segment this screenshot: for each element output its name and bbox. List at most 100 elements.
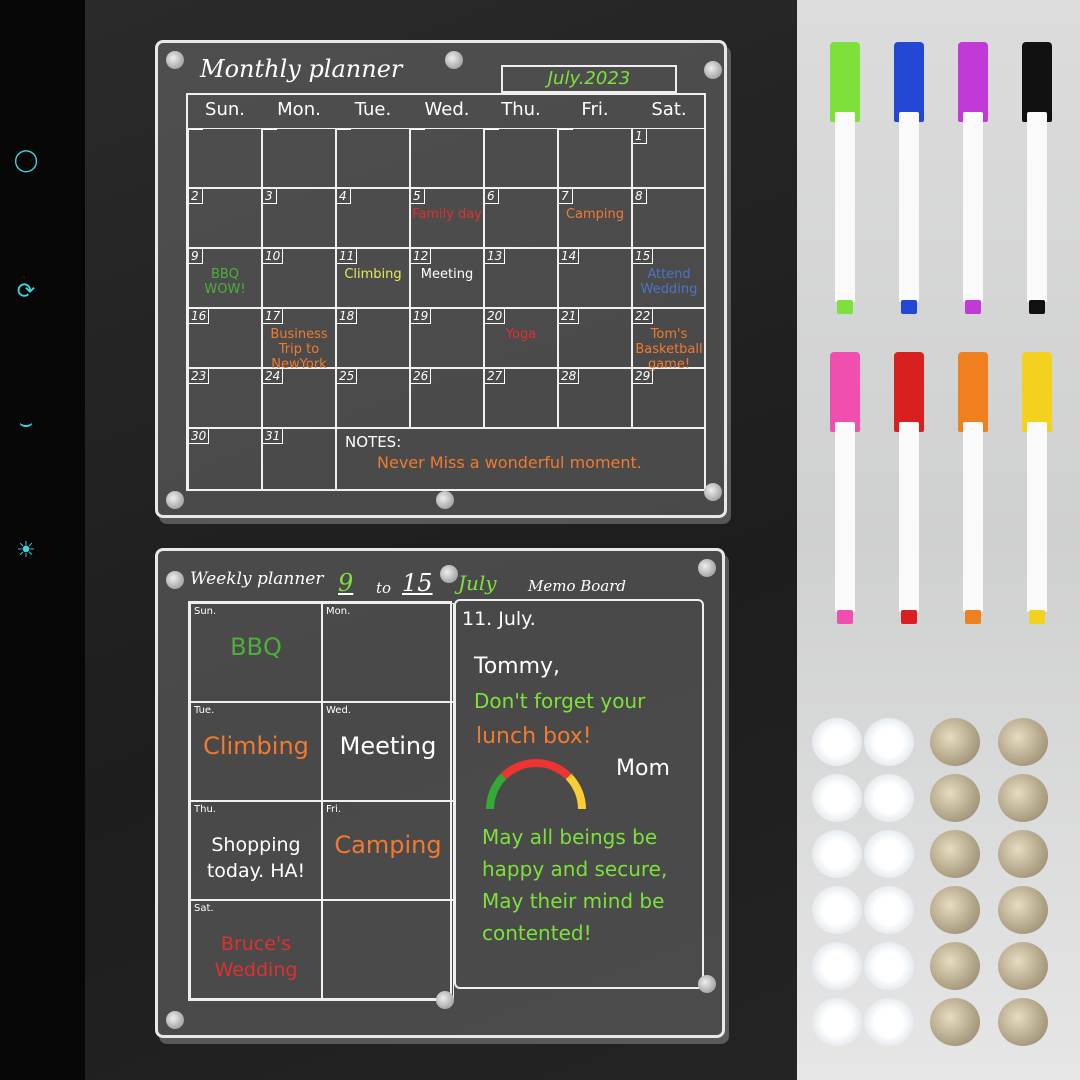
calendar-day-cell[interactable]: 6: [484, 188, 558, 248]
weekly-day-cell[interactable]: Sun. BBQ: [190, 603, 322, 702]
screw-mount: [166, 491, 184, 509]
day-number: 12: [411, 249, 432, 264]
calendar-day-cell[interactable]: 10: [262, 248, 336, 308]
screw-mount: [436, 991, 454, 1009]
notes-cell[interactable]: NOTES: Never Miss a wonderful moment.: [336, 428, 706, 491]
calendar-day-cell[interactable]: 19: [410, 308, 484, 368]
weekly-day-label: Fri.: [326, 804, 342, 815]
day-number: 3: [263, 189, 277, 204]
calendar-day-cell[interactable]: 31: [262, 428, 336, 491]
monthly-title: Monthly planner: [200, 55, 403, 83]
weekly-day-note: Meeting: [339, 732, 437, 760]
whiteboard-marker: [828, 352, 862, 627]
monthly-planner-board: Monthly planner July.2023 Sun. Mon. Tue. We…: [155, 40, 727, 518]
node-curve-icon[interactable]: ⌣: [18, 411, 34, 436]
metal-magnet: [930, 718, 980, 766]
sync-icon[interactable]: ⟳: [16, 279, 36, 304]
calendar-day-cell[interactable]: 17 Business Trip to NewYork: [262, 308, 336, 372]
screw-mount: [704, 61, 722, 79]
weekly-day-label: Wed.: [326, 705, 351, 716]
day-number: 29: [633, 369, 654, 384]
metal-magnet: [998, 830, 1048, 878]
day-number: 6: [485, 189, 499, 204]
calendar-day-cell[interactable]: [410, 128, 484, 188]
calendar-day-cell[interactable]: 18: [336, 308, 410, 368]
day-note: Tom's Basketball game!: [635, 327, 703, 372]
whiteboard-marker: [956, 42, 990, 317]
weekly-day-cell[interactable]: Thu. Shopping today. HA!: [190, 801, 322, 900]
day-number: [411, 129, 425, 130]
day-note: Attend Wedding: [640, 267, 698, 297]
weekly-day-cell[interactable]: Wed. Meeting: [322, 702, 454, 801]
calendar-day-cell[interactable]: 23: [188, 368, 262, 428]
calendar-day-cell[interactable]: [336, 128, 410, 188]
week-month: July: [458, 571, 497, 595]
calendar-day-cell[interactable]: 14: [558, 248, 632, 308]
calendar-day-cell[interactable]: 5 Family day: [410, 188, 484, 248]
calendar-grid: Sun. Mon. Tue. Wed. Thu. Fri. Sat. 1 2 3 4 5 Family …: [186, 93, 706, 491]
calendar-day-cell[interactable]: 25: [336, 368, 410, 428]
calendar-day-cell[interactable]: [188, 128, 262, 188]
white-magnet: [864, 718, 914, 766]
calendar-day-cell[interactable]: 24: [262, 368, 336, 428]
day-number: 15: [633, 249, 654, 264]
calendar-day-cell[interactable]: 4: [336, 188, 410, 248]
day-note: Yoga: [505, 327, 537, 342]
day-number: 2: [189, 189, 203, 204]
calendar-day-cell[interactable]: 26: [410, 368, 484, 428]
calendar-day-cell[interactable]: 1: [632, 128, 706, 188]
circle-dot-icon[interactable]: ◯: [13, 148, 39, 173]
sun-icon[interactable]: ☀: [16, 538, 36, 563]
calendar-day-cell[interactable]: 3: [262, 188, 336, 248]
calendar-day-cell[interactable]: 29: [632, 368, 706, 428]
weekly-day-cell[interactable]: [322, 900, 454, 999]
weekly-day-cell[interactable]: Tue. Climbing: [190, 702, 322, 801]
calendar-day-cell[interactable]: 22 Tom's Basketball game!: [632, 308, 706, 372]
whiteboard-marker: [1020, 42, 1054, 317]
day-number: 16: [189, 309, 210, 324]
calendar-day-cell[interactable]: [484, 128, 558, 188]
calendar-day-cell[interactable]: 27: [484, 368, 558, 428]
white-magnet: [864, 886, 914, 934]
calendar-day-cell[interactable]: 2: [188, 188, 262, 248]
calendar-day-cell[interactable]: 21: [558, 308, 632, 368]
metal-magnet: [930, 942, 980, 990]
metal-magnet: [930, 886, 980, 934]
calendar-day-cell[interactable]: [262, 128, 336, 188]
calendar-day-cell[interactable]: 12 Meeting: [410, 248, 484, 308]
calendar-day-cell[interactable]: 9 BBQ WOW!: [188, 248, 262, 308]
metal-magnet: [998, 942, 1048, 990]
whiteboard-marker: [956, 352, 990, 627]
calendar-day-cell[interactable]: 30: [188, 428, 262, 491]
calendar-day-cell[interactable]: 15 Attend Wedding: [632, 248, 706, 308]
calendar-day-cell[interactable]: 16: [188, 308, 262, 368]
metal-magnet: [998, 718, 1048, 766]
day-number: [485, 129, 499, 130]
weekly-day-cell[interactable]: Fri. Camping: [322, 801, 454, 900]
calendar-day-cell[interactable]: 11 Climbing: [336, 248, 410, 308]
calendar-day-cell[interactable]: 8: [632, 188, 706, 248]
week-to-word: to: [376, 579, 392, 597]
screw-mount: [698, 559, 716, 577]
calendar-day-cell[interactable]: 20 Yoga: [484, 308, 558, 368]
whiteboard-marker: [828, 42, 862, 317]
weekly-day-cell[interactable]: Sat. Bruce's Wedding: [190, 900, 322, 999]
calendar-day-cell[interactable]: 28: [558, 368, 632, 428]
whiteboard-marker: [1020, 352, 1054, 627]
day-note: BBQ WOW!: [204, 267, 246, 297]
weekly-day-cell[interactable]: Mon.: [322, 603, 454, 702]
month-label: July.2023: [501, 65, 677, 93]
metal-magnet: [930, 774, 980, 822]
weekly-day-label: Sun.: [194, 606, 217, 617]
screw-mount: [704, 483, 722, 501]
memo-board: 11. July. Tommy, Don't forget your lunch…: [454, 599, 704, 989]
calendar-day-cell[interactable]: 13: [484, 248, 558, 308]
white-magnet: [864, 998, 914, 1046]
calendar-day-cell[interactable]: 7 Camping: [558, 188, 632, 248]
day-number: 25: [337, 369, 358, 384]
rainbow-drawing: [486, 759, 586, 809]
day-number: 10: [263, 249, 284, 264]
screw-mount: [445, 51, 463, 69]
calendar-day-cell[interactable]: [558, 128, 632, 188]
day-note: Meeting: [420, 267, 474, 282]
